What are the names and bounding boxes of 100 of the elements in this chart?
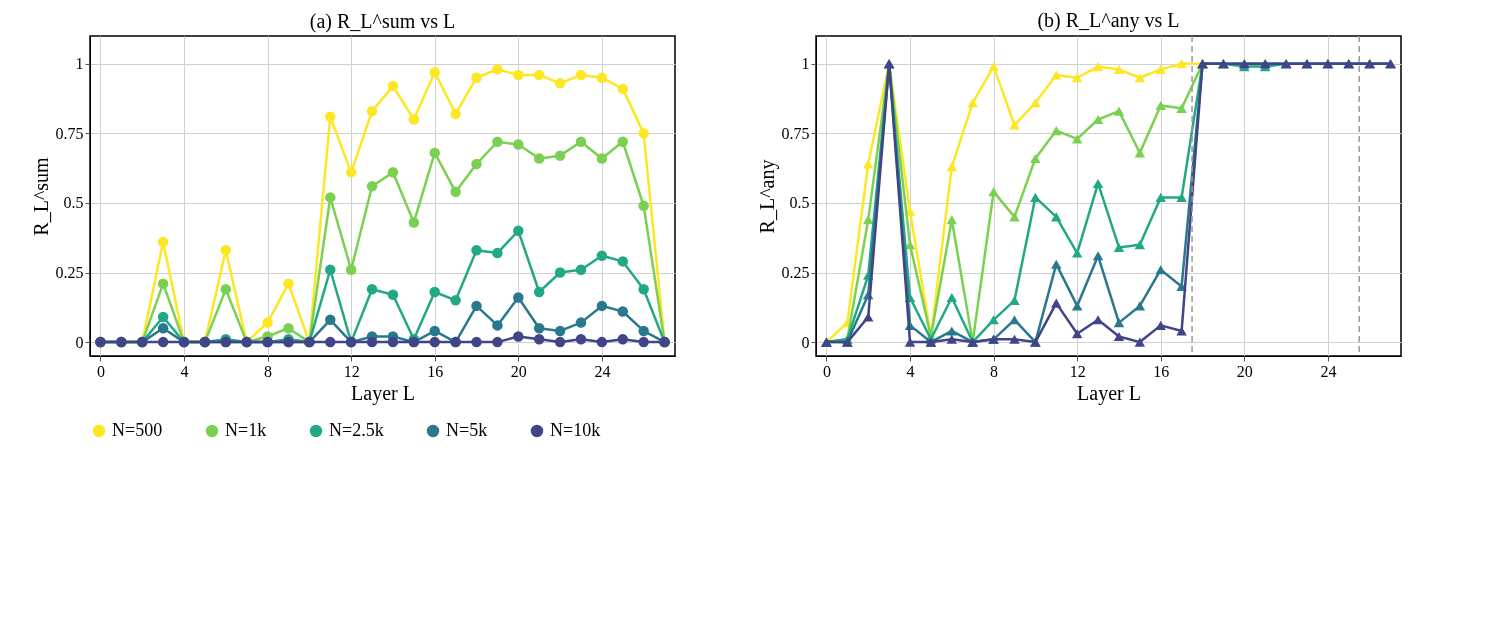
point bbox=[387, 336, 399, 348]
point bbox=[1071, 248, 1083, 258]
point bbox=[1071, 301, 1083, 311]
point bbox=[366, 105, 378, 117]
x-tick-label: 20 bbox=[510, 362, 527, 380]
point bbox=[325, 314, 336, 326]
y-tick-label: 1 bbox=[75, 55, 84, 73]
point bbox=[513, 69, 524, 81]
x-tick-label: 8 bbox=[990, 362, 999, 380]
point bbox=[617, 136, 629, 147]
point bbox=[429, 336, 440, 348]
point bbox=[862, 312, 874, 322]
point bbox=[946, 334, 958, 344]
x-axis-title: Layer L bbox=[1077, 381, 1141, 405]
point bbox=[471, 158, 482, 170]
y-tick-label: 0.25 bbox=[781, 264, 810, 282]
point bbox=[1051, 259, 1062, 269]
point bbox=[366, 283, 378, 295]
point bbox=[596, 250, 608, 262]
point bbox=[1071, 329, 1083, 339]
point bbox=[1113, 64, 1125, 74]
x-tick-label: 12 bbox=[1069, 362, 1086, 380]
point bbox=[1176, 103, 1187, 113]
point bbox=[617, 334, 629, 345]
point bbox=[345, 167, 357, 178]
x-axis-title: Layer L bbox=[351, 381, 415, 405]
point bbox=[1113, 331, 1125, 342]
x-tick-label: 4 bbox=[180, 362, 189, 380]
y-tick-label: 1 bbox=[801, 55, 810, 73]
point bbox=[471, 245, 482, 256]
point bbox=[1113, 106, 1125, 116]
point bbox=[1155, 101, 1166, 111]
x-tick-label: 0 bbox=[822, 362, 831, 380]
point bbox=[408, 114, 420, 125]
point bbox=[1009, 315, 1020, 325]
point bbox=[617, 83, 629, 95]
y-tick-label: 0.75 bbox=[781, 124, 810, 142]
point bbox=[1009, 334, 1020, 344]
point bbox=[283, 278, 294, 289]
point bbox=[157, 336, 169, 348]
point bbox=[513, 331, 524, 342]
point bbox=[325, 111, 336, 122]
point bbox=[575, 264, 587, 275]
point bbox=[387, 80, 399, 92]
point bbox=[575, 334, 587, 345]
point bbox=[157, 236, 169, 248]
point bbox=[471, 72, 482, 83]
point bbox=[638, 128, 649, 139]
point bbox=[1051, 298, 1062, 308]
point bbox=[450, 295, 461, 306]
point bbox=[157, 322, 169, 334]
point bbox=[862, 159, 874, 169]
point bbox=[366, 181, 378, 192]
point bbox=[492, 64, 503, 75]
point bbox=[220, 283, 232, 295]
point bbox=[1092, 178, 1104, 189]
point bbox=[1092, 62, 1104, 72]
legend-label: N=2.5k bbox=[329, 420, 384, 440]
point bbox=[617, 306, 629, 317]
point bbox=[450, 186, 461, 198]
point bbox=[157, 311, 169, 323]
point bbox=[471, 300, 482, 312]
point bbox=[366, 336, 378, 348]
point bbox=[387, 289, 399, 301]
point bbox=[1155, 265, 1166, 275]
y-axis-title: R_L^sum bbox=[29, 156, 52, 236]
point bbox=[946, 215, 958, 225]
point bbox=[283, 322, 294, 334]
point bbox=[220, 245, 232, 256]
point bbox=[638, 283, 649, 295]
point bbox=[1155, 192, 1166, 202]
point bbox=[1176, 59, 1187, 69]
point bbox=[946, 162, 958, 172]
y-tick-label: 0 bbox=[75, 333, 84, 351]
point bbox=[533, 334, 545, 345]
point bbox=[554, 78, 566, 89]
point bbox=[1009, 120, 1020, 130]
legend-label: N=500 bbox=[112, 420, 163, 440]
point bbox=[429, 286, 440, 298]
point bbox=[429, 66, 440, 78]
x-tick-label: 8 bbox=[264, 362, 273, 380]
point bbox=[575, 69, 587, 81]
point bbox=[988, 187, 999, 197]
point bbox=[408, 217, 420, 228]
point bbox=[262, 317, 273, 328]
point bbox=[1009, 295, 1020, 305]
point bbox=[1155, 320, 1166, 330]
point bbox=[638, 200, 649, 211]
point bbox=[325, 264, 336, 275]
point bbox=[1092, 251, 1104, 261]
y-tick-label: 0 bbox=[801, 333, 810, 351]
point bbox=[325, 192, 336, 203]
x-tick-label: 20 bbox=[1236, 362, 1253, 380]
point bbox=[1134, 240, 1146, 250]
chart-title: (a) R_L^sum vs L bbox=[309, 10, 456, 33]
point bbox=[471, 336, 482, 348]
x-tick-label: 0 bbox=[96, 362, 105, 380]
point bbox=[492, 136, 503, 147]
point bbox=[1030, 192, 1041, 202]
x-tick-label: 24 bbox=[1320, 362, 1337, 380]
